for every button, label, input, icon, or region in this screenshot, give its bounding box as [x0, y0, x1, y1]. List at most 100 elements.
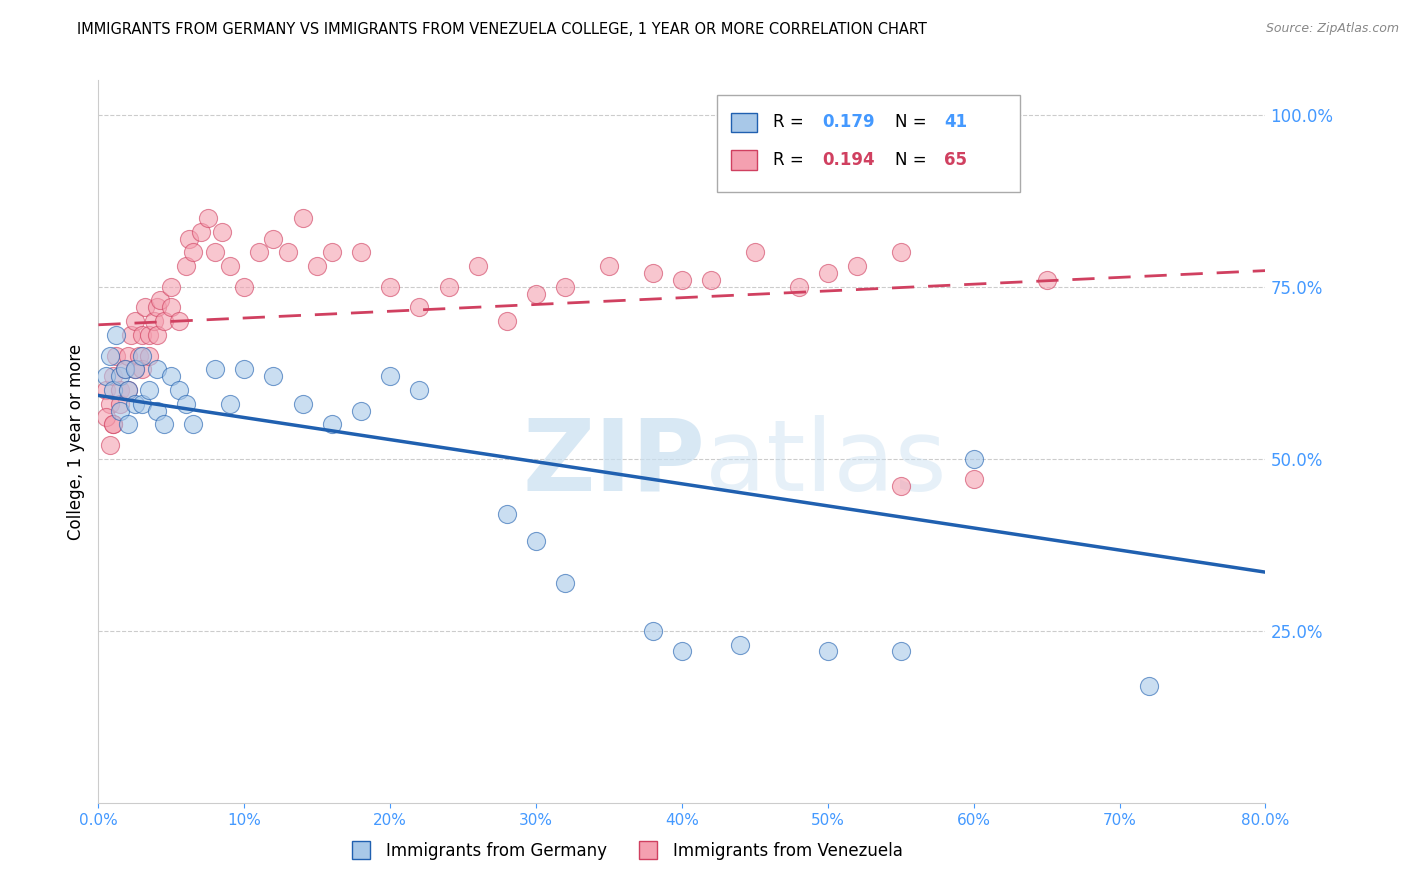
Y-axis label: College, 1 year or more: College, 1 year or more	[66, 343, 84, 540]
Point	[218, 397, 240, 411]
Point	[1137, 679, 1160, 693]
Point	[524, 534, 547, 549]
Point	[153, 417, 176, 432]
Point	[744, 245, 766, 260]
Point	[174, 397, 197, 411]
FancyBboxPatch shape	[717, 95, 1021, 193]
Point	[114, 362, 136, 376]
Point	[167, 314, 190, 328]
Point	[204, 245, 226, 260]
Point	[190, 225, 212, 239]
Bar	[731, 151, 756, 169]
Point	[291, 211, 314, 225]
Point	[110, 369, 132, 384]
Text: IMMIGRANTS FROM GERMANY VS IMMIGRANTS FROM VENEZUELA COLLEGE, 1 YEAR OR MORE COR: IMMIGRANTS FROM GERMANY VS IMMIGRANTS FR…	[77, 22, 927, 37]
Point	[321, 417, 343, 432]
Point	[110, 383, 132, 397]
Point	[204, 362, 226, 376]
Point	[142, 314, 165, 328]
Point	[197, 211, 219, 225]
Point	[496, 314, 519, 328]
Point	[554, 279, 576, 293]
Text: N =: N =	[896, 151, 932, 169]
Point	[700, 273, 723, 287]
Point	[160, 279, 183, 293]
Point	[146, 327, 169, 342]
Point	[98, 438, 121, 452]
Point	[524, 286, 547, 301]
Point	[110, 397, 132, 411]
Text: N =: N =	[896, 113, 932, 131]
Point	[110, 403, 132, 417]
Point	[817, 644, 839, 658]
Text: 0.194: 0.194	[823, 151, 875, 169]
Bar	[731, 112, 756, 132]
Point	[94, 369, 117, 384]
Point	[98, 397, 121, 411]
Point	[321, 245, 343, 260]
Point	[218, 259, 240, 273]
Point	[104, 327, 127, 342]
Point	[211, 225, 233, 239]
Point	[101, 383, 124, 397]
Point	[124, 362, 146, 376]
Point	[128, 349, 150, 363]
Point	[117, 383, 139, 397]
Point	[131, 327, 153, 342]
Point	[160, 369, 183, 384]
Point	[153, 314, 176, 328]
Point	[124, 397, 146, 411]
Point	[350, 403, 373, 417]
Point	[117, 349, 139, 363]
Text: atlas: atlas	[706, 415, 946, 512]
Point	[124, 314, 146, 328]
Point	[101, 369, 124, 384]
Point	[146, 301, 169, 315]
Text: R =: R =	[773, 113, 808, 131]
Point	[181, 417, 204, 432]
Point	[962, 472, 984, 486]
Point	[1035, 273, 1057, 287]
Point	[671, 273, 693, 287]
Point	[641, 266, 664, 280]
Point	[233, 279, 256, 293]
Point	[846, 259, 869, 273]
Point	[134, 301, 156, 315]
Point	[307, 259, 329, 273]
Point	[233, 362, 256, 376]
Point	[146, 362, 169, 376]
Point	[149, 293, 172, 308]
Point	[138, 349, 160, 363]
Point	[598, 259, 620, 273]
Text: 41: 41	[945, 113, 967, 131]
Point	[641, 624, 664, 638]
Point	[104, 349, 127, 363]
Point	[262, 369, 284, 384]
Text: 0.179: 0.179	[823, 113, 875, 131]
Point	[167, 383, 190, 397]
Point	[174, 259, 197, 273]
Point	[120, 327, 142, 342]
Point	[380, 369, 402, 384]
Point	[114, 362, 136, 376]
Point	[408, 383, 430, 397]
Point	[146, 403, 169, 417]
Point	[101, 417, 124, 432]
Point	[496, 507, 519, 521]
Point	[94, 410, 117, 425]
Point	[554, 575, 576, 590]
Point	[262, 231, 284, 245]
Point	[730, 638, 752, 652]
Point	[380, 279, 402, 293]
Point	[101, 417, 124, 432]
Text: R =: R =	[773, 151, 808, 169]
Point	[138, 383, 160, 397]
Point	[787, 279, 810, 293]
Point	[247, 245, 270, 260]
Point	[98, 349, 121, 363]
Legend: Immigrants from Germany, Immigrants from Venezuela: Immigrants from Germany, Immigrants from…	[337, 836, 910, 867]
Point	[890, 245, 912, 260]
Point	[177, 231, 200, 245]
Point	[117, 383, 139, 397]
Text: ZIP: ZIP	[523, 415, 706, 512]
